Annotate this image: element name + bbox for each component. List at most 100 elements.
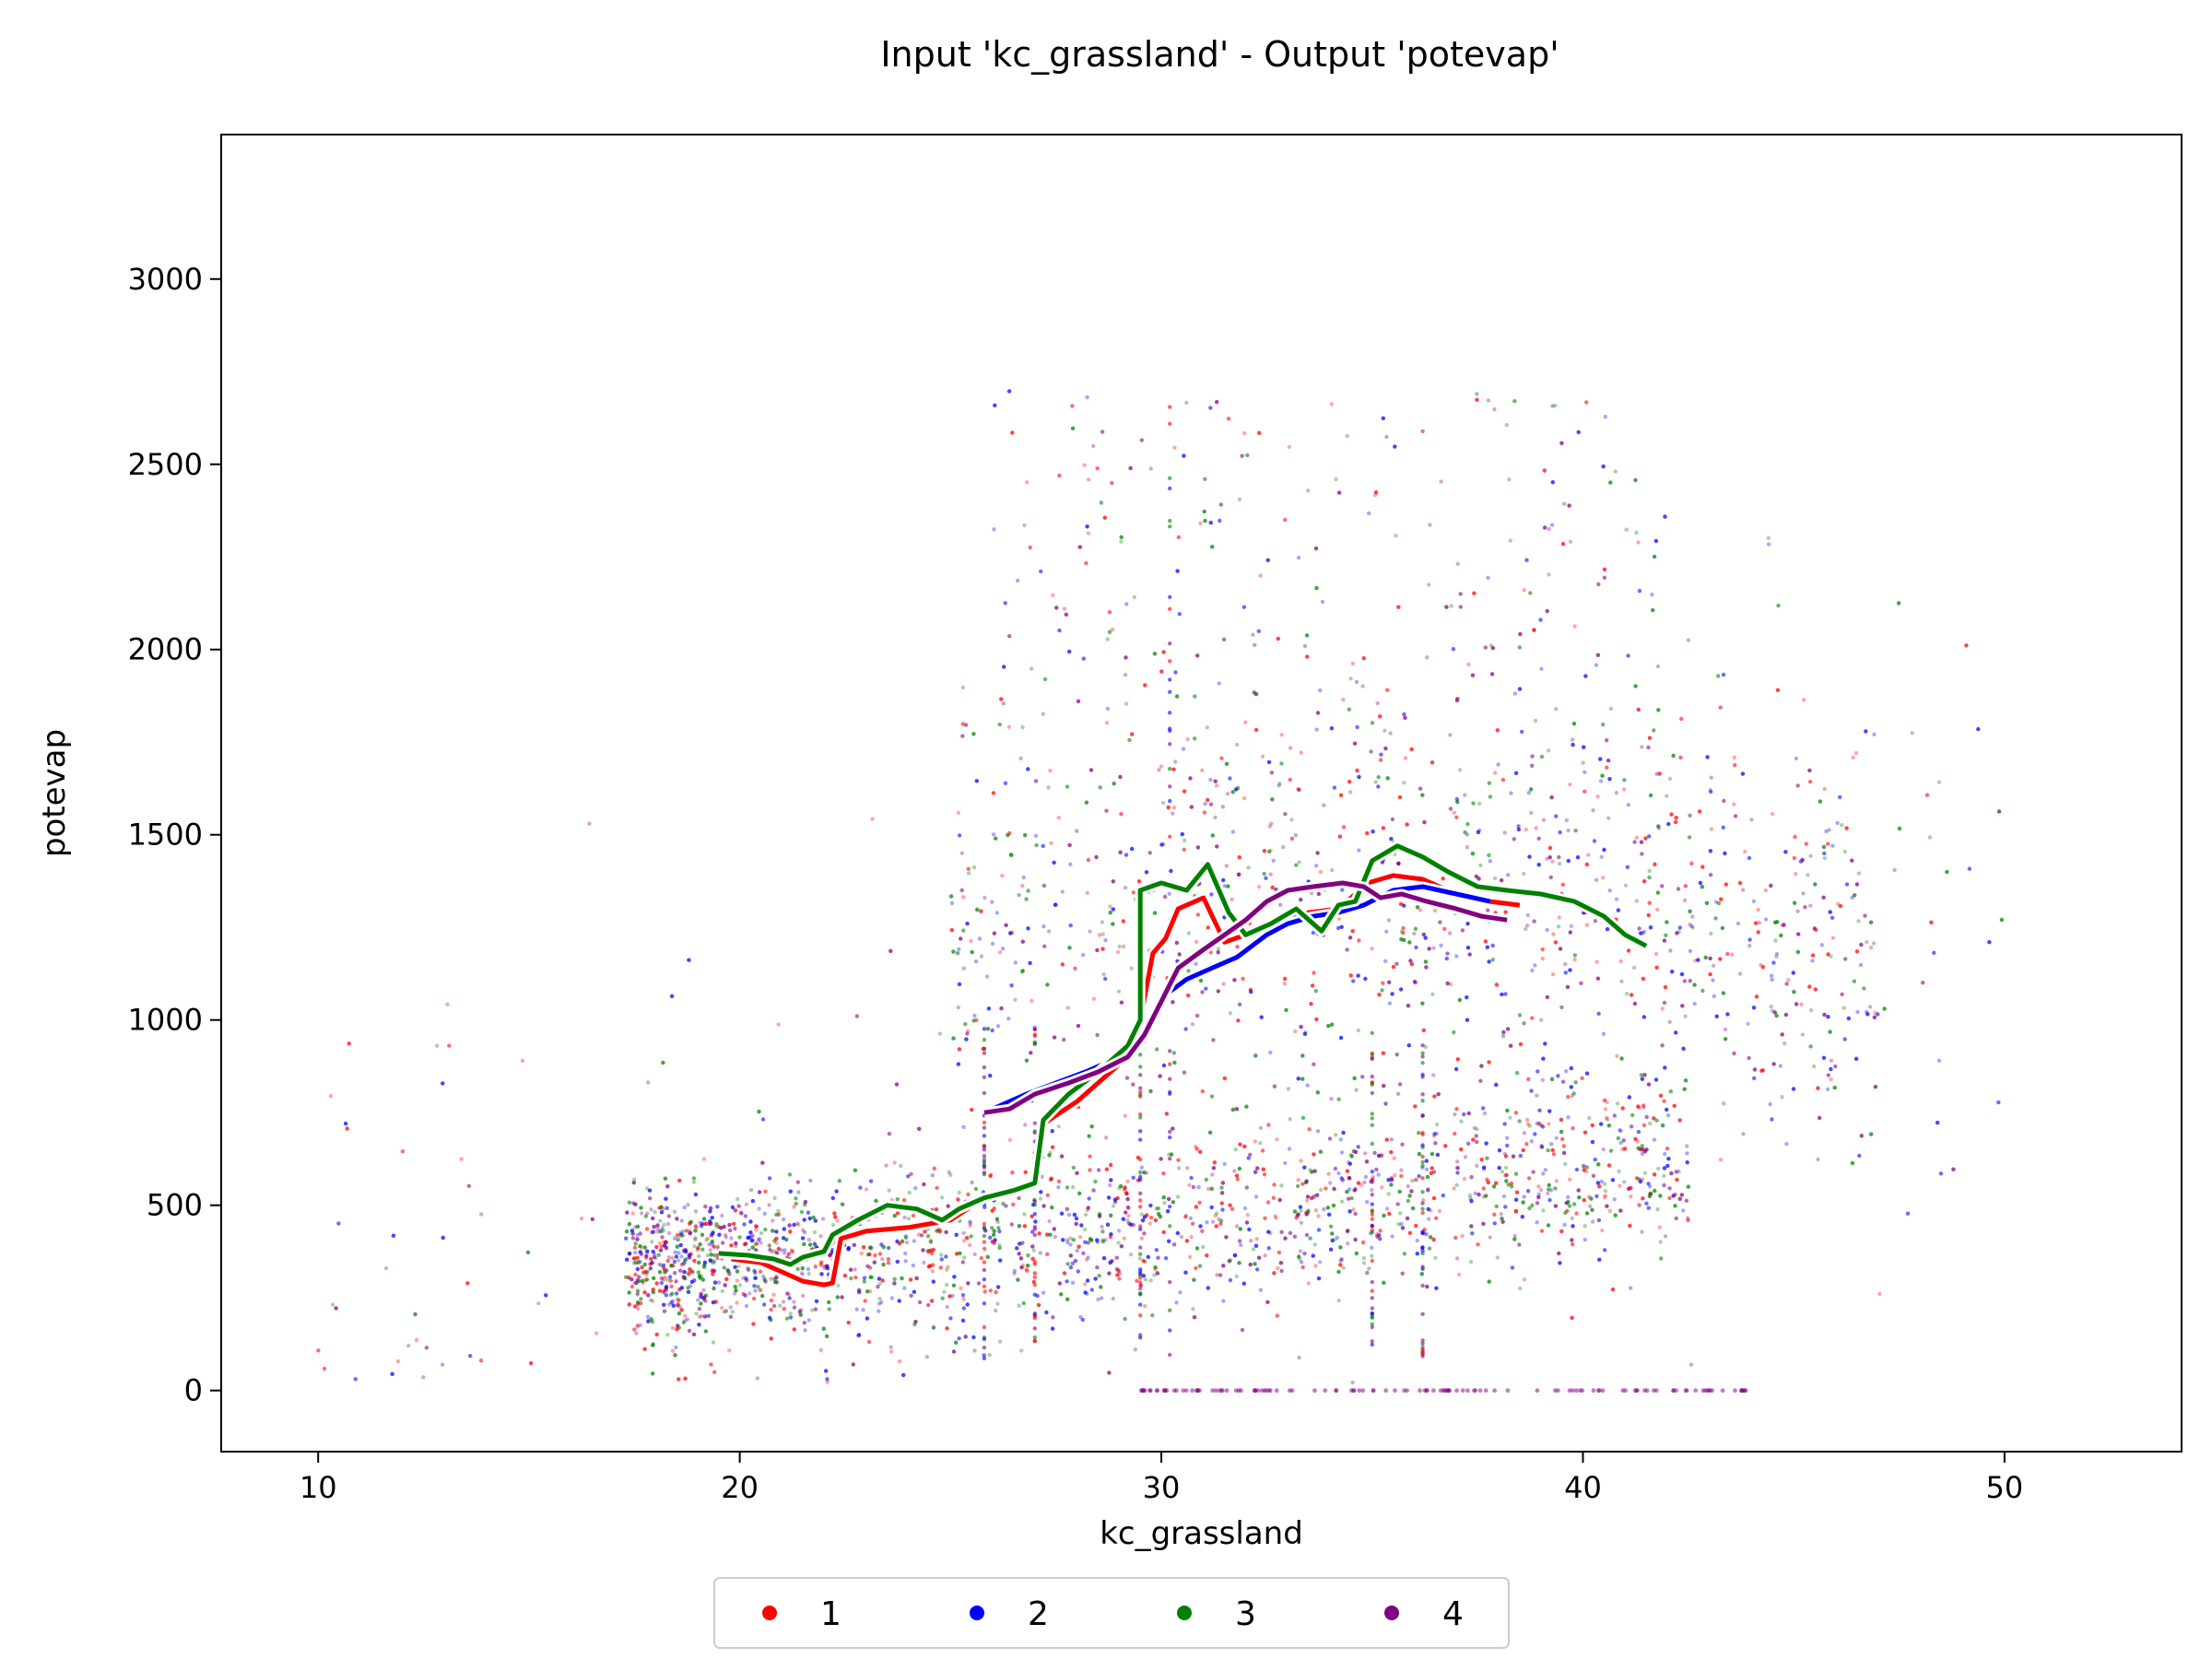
scatter-point bbox=[1524, 827, 1528, 832]
scatter-point bbox=[1865, 939, 1869, 945]
scatter-point bbox=[697, 1253, 701, 1259]
scatter-point bbox=[1641, 976, 1646, 982]
scatter-point bbox=[1193, 736, 1197, 741]
scatter-point bbox=[906, 1217, 912, 1221]
scatter-point bbox=[1547, 748, 1551, 753]
scatter-point bbox=[1518, 1041, 1524, 1047]
scatter-point bbox=[691, 1180, 697, 1184]
scatter-point bbox=[868, 1246, 874, 1251]
scatter-point bbox=[772, 1195, 777, 1201]
scatter-point bbox=[725, 1267, 730, 1272]
scatter-point bbox=[955, 950, 960, 956]
scatter-point bbox=[1677, 1169, 1681, 1174]
scatter-point bbox=[1640, 852, 1644, 856]
scatter-point bbox=[1674, 1170, 1679, 1174]
scatter-point bbox=[1725, 951, 1730, 957]
scatter-point bbox=[1350, 661, 1356, 666]
scatter-point bbox=[1038, 1196, 1043, 1201]
scatter-point bbox=[723, 1232, 728, 1238]
scatter-point bbox=[1591, 808, 1595, 813]
scatter-point bbox=[1494, 1082, 1499, 1088]
scatter-point bbox=[1538, 1123, 1543, 1127]
scatter-point bbox=[1194, 1013, 1200, 1018]
scatter-point bbox=[870, 1275, 875, 1280]
scatter-point bbox=[699, 1274, 704, 1279]
scatter-point bbox=[984, 974, 990, 979]
scatter-point bbox=[727, 1222, 732, 1228]
scatter-point bbox=[1200, 768, 1205, 772]
scatter-point bbox=[1683, 1078, 1688, 1083]
scatter-point bbox=[1234, 742, 1240, 747]
scatter-point bbox=[670, 1325, 676, 1331]
scatter-point bbox=[1177, 612, 1182, 617]
scatter-point bbox=[1535, 1093, 1539, 1098]
scatter-point bbox=[1312, 1194, 1316, 1200]
scatter-point bbox=[1048, 1150, 1053, 1155]
scatter-point bbox=[746, 1235, 750, 1241]
scatter-point bbox=[692, 1244, 697, 1249]
scatter-point bbox=[692, 1278, 697, 1283]
scatter-point bbox=[1663, 1234, 1668, 1239]
scatter-point bbox=[645, 1211, 650, 1216]
scatter-point bbox=[1793, 834, 1797, 840]
scatter-point bbox=[478, 1359, 484, 1363]
scatter-point bbox=[1313, 989, 1319, 994]
scatter-point bbox=[947, 1294, 952, 1299]
scatter-point bbox=[1095, 1032, 1100, 1038]
scatter-point bbox=[1769, 1004, 1773, 1009]
scatter-point bbox=[1415, 1238, 1419, 1243]
scatter-point bbox=[1910, 731, 1914, 735]
scatter-point bbox=[638, 1259, 642, 1265]
scatter-point bbox=[1031, 1248, 1037, 1253]
scatter-point bbox=[1604, 1115, 1609, 1121]
scatter-point bbox=[1100, 1224, 1104, 1230]
scatter-point bbox=[1300, 1115, 1306, 1121]
scatter-point bbox=[1348, 677, 1353, 681]
scatter-point bbox=[901, 1198, 907, 1203]
scatter-point bbox=[1039, 569, 1043, 574]
scatter-point bbox=[1566, 1094, 1571, 1100]
scatter-point bbox=[1652, 1137, 1657, 1142]
scatter-point bbox=[1406, 1198, 1411, 1204]
scatter-point bbox=[1041, 843, 1045, 849]
scatter-point bbox=[692, 1277, 697, 1283]
scatter-point bbox=[973, 1186, 979, 1192]
scatter-point bbox=[1439, 479, 1443, 484]
scatter-point bbox=[1399, 929, 1405, 934]
scatter-point bbox=[1087, 1196, 1091, 1201]
scatter-point bbox=[1277, 1197, 1282, 1203]
scatter-point bbox=[686, 1203, 690, 1207]
scatter-point bbox=[951, 949, 956, 954]
scatter-point bbox=[1632, 1001, 1638, 1006]
scatter-point bbox=[1475, 392, 1479, 396]
scatter-point bbox=[1185, 1166, 1190, 1171]
scatter-point bbox=[1096, 1168, 1101, 1172]
scatter-point bbox=[752, 1284, 757, 1288]
scatter-point bbox=[1237, 855, 1242, 860]
scatter-point bbox=[1675, 1177, 1679, 1182]
scatter-point bbox=[1169, 868, 1173, 874]
scatter-point bbox=[1400, 1226, 1406, 1230]
scatter-point bbox=[738, 1210, 744, 1215]
scatter-point bbox=[1559, 1117, 1564, 1123]
scatter-point bbox=[1431, 1134, 1437, 1138]
scatter-point bbox=[1354, 679, 1359, 685]
scatter-point bbox=[1104, 1135, 1109, 1140]
scatter-point bbox=[1339, 1150, 1345, 1155]
scatter-point bbox=[1143, 683, 1147, 688]
scatter-point bbox=[753, 1288, 758, 1293]
scatter-point bbox=[1504, 423, 1509, 428]
scatter-point bbox=[863, 1299, 867, 1303]
scatter-point bbox=[1361, 656, 1367, 661]
scatter-point bbox=[1122, 1236, 1126, 1241]
scatter-point bbox=[1354, 1088, 1359, 1092]
scatter-point bbox=[1148, 466, 1153, 471]
scatter-point bbox=[1682, 1087, 1687, 1091]
scatter-point bbox=[1598, 779, 1604, 783]
scatter-point bbox=[1504, 1135, 1510, 1140]
scatter-point bbox=[1359, 1182, 1364, 1187]
scatter-point bbox=[1816, 1157, 1820, 1162]
scatter-point bbox=[803, 1328, 807, 1333]
scatter-point bbox=[1360, 684, 1365, 688]
scatter-point bbox=[708, 1248, 712, 1253]
